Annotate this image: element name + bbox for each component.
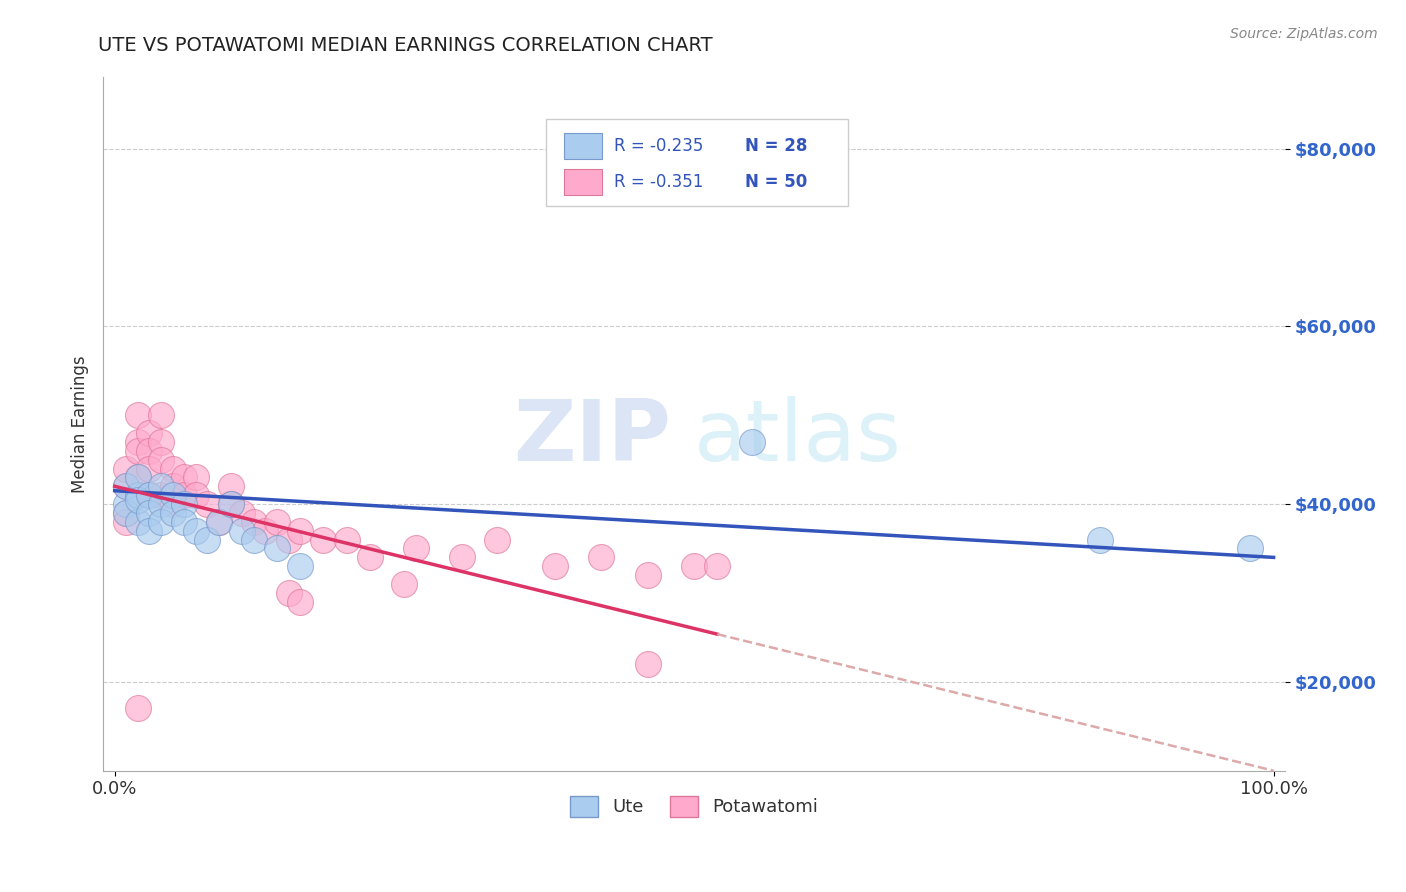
Point <box>197 533 219 547</box>
Point <box>184 488 207 502</box>
Text: R = -0.351: R = -0.351 <box>614 173 703 191</box>
Point <box>197 497 219 511</box>
Point <box>219 479 242 493</box>
Point <box>127 470 149 484</box>
Point <box>254 524 277 538</box>
Point <box>637 568 659 582</box>
Text: R = -0.235: R = -0.235 <box>614 137 703 155</box>
Point <box>173 515 195 529</box>
Point <box>266 515 288 529</box>
Point <box>219 497 242 511</box>
Point <box>127 488 149 502</box>
Point <box>184 524 207 538</box>
Point <box>150 479 173 493</box>
Point <box>451 550 474 565</box>
Point <box>138 524 160 538</box>
Point <box>138 488 160 502</box>
Point <box>173 488 195 502</box>
Point <box>162 506 184 520</box>
Point <box>115 506 138 520</box>
Y-axis label: Median Earnings: Median Earnings <box>72 355 89 493</box>
Point <box>162 479 184 493</box>
Point <box>706 559 728 574</box>
Point <box>1088 533 1111 547</box>
Point <box>277 586 299 600</box>
Point <box>208 515 231 529</box>
Point <box>243 533 266 547</box>
Point <box>741 434 763 449</box>
Point <box>115 497 138 511</box>
Point <box>127 470 149 484</box>
Point <box>544 559 567 574</box>
Text: UTE VS POTAWATOMI MEDIAN EARNINGS CORRELATION CHART: UTE VS POTAWATOMI MEDIAN EARNINGS CORREL… <box>98 36 713 54</box>
Point <box>683 559 706 574</box>
Point <box>127 408 149 422</box>
Point <box>637 657 659 671</box>
Point <box>591 550 613 565</box>
Point <box>405 541 427 556</box>
Point <box>1239 541 1261 556</box>
Point <box>127 492 149 507</box>
Point <box>138 443 160 458</box>
Point <box>266 541 288 556</box>
Point <box>394 577 416 591</box>
Point <box>127 515 149 529</box>
Point <box>162 497 184 511</box>
Point <box>219 497 242 511</box>
Point <box>115 461 138 475</box>
Text: Source: ZipAtlas.com: Source: ZipAtlas.com <box>1230 27 1378 41</box>
Point <box>138 461 160 475</box>
Point <box>138 506 160 520</box>
Bar <box>564 133 602 160</box>
Point <box>115 515 138 529</box>
Point <box>138 425 160 440</box>
Point <box>162 488 184 502</box>
Point <box>162 461 184 475</box>
Point <box>312 533 335 547</box>
Point <box>208 515 231 529</box>
Point <box>288 559 311 574</box>
Point <box>335 533 357 547</box>
Point <box>173 497 195 511</box>
FancyBboxPatch shape <box>547 119 848 206</box>
Point <box>150 452 173 467</box>
Point <box>359 550 381 565</box>
Legend: Ute, Potawatomi: Ute, Potawatomi <box>564 789 825 824</box>
Point <box>138 488 160 502</box>
Point <box>243 515 266 529</box>
Point <box>277 533 299 547</box>
Point <box>127 443 149 458</box>
Point <box>173 470 195 484</box>
Point <box>231 506 253 520</box>
Text: N = 28: N = 28 <box>745 137 807 155</box>
Point <box>127 701 149 715</box>
Point <box>288 524 311 538</box>
Point <box>127 488 149 502</box>
Point <box>150 488 173 502</box>
Point <box>150 497 173 511</box>
Text: N = 50: N = 50 <box>745 173 807 191</box>
Point <box>150 515 173 529</box>
Point <box>231 524 253 538</box>
Point <box>150 408 173 422</box>
Point <box>127 434 149 449</box>
Point <box>486 533 509 547</box>
Text: atlas: atlas <box>695 396 903 479</box>
Point <box>115 506 138 520</box>
Point <box>115 479 138 493</box>
Text: ZIP: ZIP <box>513 396 671 479</box>
Point <box>115 479 138 493</box>
Bar <box>564 169 602 195</box>
Point <box>184 470 207 484</box>
Point <box>150 434 173 449</box>
Point <box>288 595 311 609</box>
